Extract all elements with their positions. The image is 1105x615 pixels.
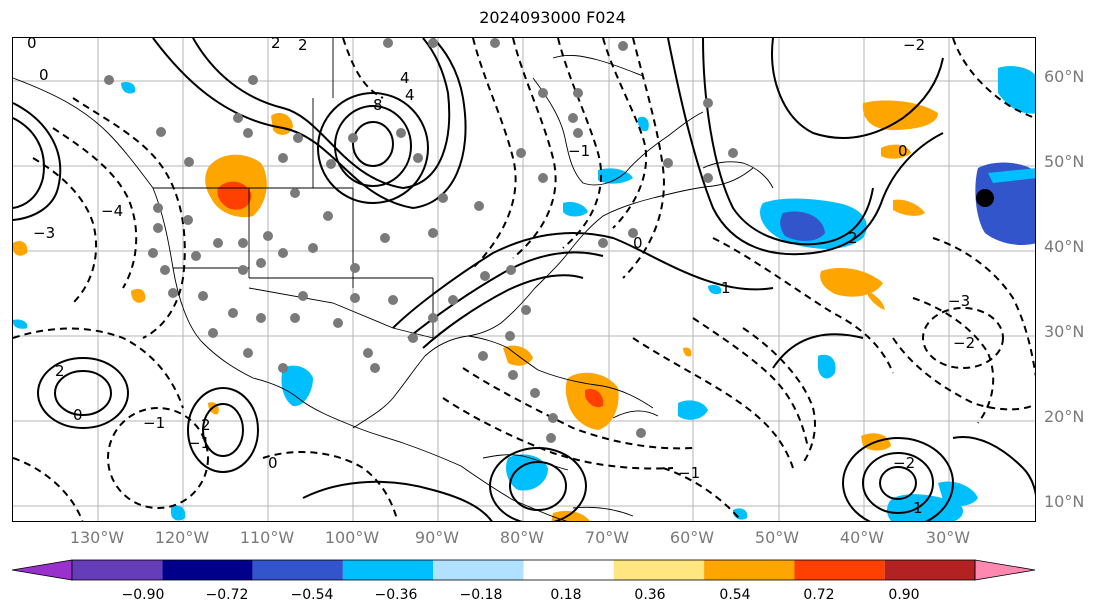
svg-text:4: 4 (405, 86, 415, 104)
lat-label-10n: 10°N (1044, 492, 1085, 511)
map-title: 2024093000 F024 (479, 8, 626, 27)
lon-label-90w: 90°W (414, 528, 460, 547)
colorbar-tick-label: −0.18 (459, 587, 503, 603)
svg-text:−3: −3 (948, 292, 970, 310)
lon-label-110w: 110°W (239, 528, 295, 547)
lon-label-130w: 130°W (69, 528, 125, 547)
svg-text:−4: −4 (101, 202, 123, 220)
colorbar-segments (11, 559, 1036, 581)
lon-label-30w: 30°W (925, 528, 971, 547)
svg-text:2: 2 (298, 38, 308, 54)
svg-text:1: 1 (913, 499, 923, 517)
shaded-regions (13, 66, 1035, 521)
svg-text:−3: −3 (33, 224, 55, 242)
graticule (13, 38, 1035, 521)
colorbar-segment (162, 560, 253, 580)
map-panel: 0 2 4 8 4 2 0 −1 0 −2 −3 −4 0 1 2 −2 0 −… (12, 37, 1036, 522)
lat-label-60n: 60°N (1044, 67, 1085, 86)
lon-label-40w: 40°W (839, 528, 885, 547)
colorbar-tick-label: 0.72 (803, 587, 835, 603)
lon-label-70w: 70°W (584, 528, 630, 547)
lon-label-80w: 80°W (499, 528, 545, 547)
map-canvas: 0 2 4 8 4 2 0 −1 0 −2 −3 −4 0 1 2 −2 0 −… (13, 38, 1035, 521)
svg-text:−1: −1 (678, 464, 700, 482)
colorbar-segment (342, 560, 434, 580)
lat-label-50n: 50°N (1044, 152, 1085, 171)
colorbar-tick-label: −0.54 (290, 587, 334, 603)
contours-negative (13, 38, 1035, 521)
colorbar-segment (252, 560, 343, 580)
svg-text:4: 4 (400, 69, 410, 87)
coastlines (13, 38, 774, 521)
focus-point-marker (976, 189, 994, 207)
svg-text:8: 8 (373, 96, 383, 114)
colorbar-tick-label: −0.90 (121, 587, 165, 603)
colorbar-segment (523, 560, 614, 580)
lon-label-50w: 50°W (754, 528, 800, 547)
svg-text:−1: −1 (188, 434, 210, 452)
colorbar-tick-label: −0.36 (374, 587, 418, 603)
contour-labels: 0 2 4 8 4 2 0 −1 0 −2 −3 −4 0 1 2 −2 0 −… (27, 38, 975, 517)
svg-text:2: 2 (55, 362, 65, 380)
svg-text:0: 0 (268, 454, 278, 472)
lat-label-30n: 30°N (1044, 322, 1085, 341)
lat-label-40n: 40°N (1044, 237, 1085, 256)
colorbar-segment (433, 560, 524, 580)
colorbar-tick-label: 0.54 (719, 587, 751, 603)
lon-label-60w: 60°W (669, 528, 715, 547)
svg-text:−2: −2 (953, 334, 975, 352)
contours-positive (13, 38, 1035, 521)
svg-text:2: 2 (271, 38, 281, 52)
colorbar-segment (72, 560, 163, 580)
svg-text:0: 0 (39, 66, 49, 84)
colorbar-tick-label: 0.18 (550, 587, 582, 603)
colorbar-segment (884, 560, 975, 580)
colorbar-extend-min (11, 559, 73, 581)
svg-text:0: 0 (898, 142, 908, 160)
svg-text:1: 1 (721, 279, 731, 297)
colorbar-outline (71, 559, 976, 581)
svg-text:2: 2 (201, 416, 211, 434)
colorbar-extend-max (974, 559, 1036, 581)
colorbar-segment (613, 560, 705, 580)
svg-text:−2: −2 (903, 38, 925, 54)
lat-label-20n: 20°N (1044, 407, 1085, 426)
lon-label-100w: 100°W (324, 528, 380, 547)
svg-text:−2: −2 (893, 454, 915, 472)
colorbar-tick-label: 0.90 (888, 587, 920, 603)
svg-text:−1: −1 (143, 414, 165, 432)
colorbar-segment (794, 560, 885, 580)
svg-text:2: 2 (848, 229, 858, 247)
svg-text:−1: −1 (568, 142, 590, 160)
colorbar-tick-label: 0.36 (634, 587, 666, 603)
svg-text:0: 0 (633, 234, 643, 252)
station-markers (104, 38, 738, 443)
lon-label-120w: 120°W (154, 528, 210, 547)
svg-text:0: 0 (27, 38, 37, 52)
colorbar (11, 559, 1036, 581)
svg-text:0: 0 (73, 406, 83, 424)
colorbar-tick-label: −0.72 (205, 587, 249, 603)
colorbar-segment (704, 560, 795, 580)
